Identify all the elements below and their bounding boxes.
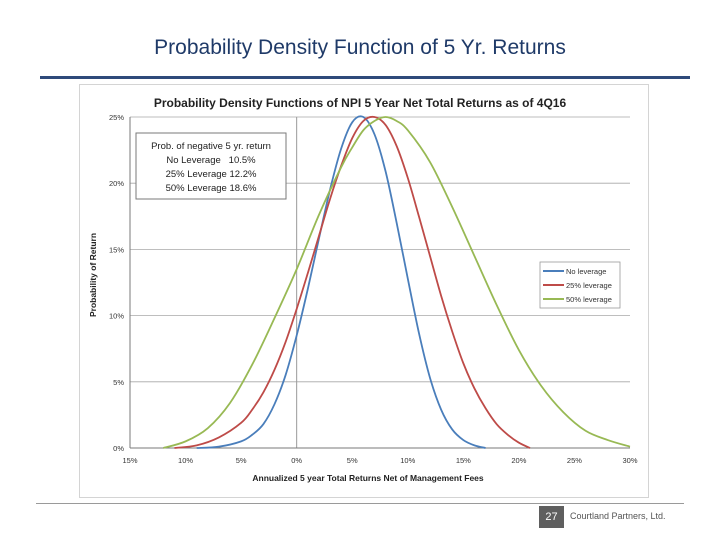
x-tick-label: 0% (291, 456, 302, 465)
y-tick-label: 0% (113, 444, 124, 453)
legend-label-50-leverage: 50% leverage (566, 295, 612, 304)
x-tick-label: 5% (347, 456, 358, 465)
x-tick-label: 15% (122, 456, 137, 465)
chart-frame: 0% 5% 10% 15% 20% 25% 15% 10% 5% 0% 5% 10% 15% 20% 25… (79, 84, 649, 498)
series-line-no-leverage (196, 115, 486, 449)
series-line-25-leverage (174, 115, 531, 449)
chart-title: Probability Density Functions of NPI 5 Y… (154, 96, 567, 110)
y-tick-label: 25% (109, 113, 124, 122)
x-axis-label: Annualized 5 year Total Returns Net of M… (252, 473, 484, 483)
legend-label-25-leverage: 25% leverage (566, 281, 612, 290)
legend-label-no-leverage: No leverage (566, 267, 606, 276)
slide-title: Probability Density Function of 5 Yr. Re… (154, 36, 566, 59)
footer-divider (36, 503, 684, 504)
y-tick-labels: 0% 5% 10% 15% 20% 25% (109, 113, 124, 453)
y-tick-label: 15% (109, 245, 124, 254)
annotation-line-3: 25% Leverage 12.2% (166, 169, 257, 180)
page-number: 27 (539, 506, 564, 528)
x-tick-labels: 15% 10% 5% 0% 5% 10% 15% 20% 25% 30% (122, 456, 637, 465)
series-lines (163, 115, 631, 449)
pdf-chart: 0% 5% 10% 15% 20% 25% 15% 10% 5% 0% 5% 10% 15% 20% 25… (88, 96, 638, 483)
series-line-50-leverage (163, 116, 631, 449)
probability-annotation-box: Prob. of negative 5 yr. return No Levera… (135, 132, 287, 200)
y-tick-label: 20% (109, 179, 124, 188)
annotation-line-4: 50% Leverage 18.6% (166, 183, 257, 194)
x-tick-label: 25% (567, 456, 582, 465)
annotation-line-2: No Leverage 10.5% (166, 155, 256, 166)
x-tick-label: 30% (622, 456, 637, 465)
footer-company: Courtland Partners, Ltd. (570, 511, 666, 521)
annotation-line-1: Prob. of negative 5 yr. return (151, 141, 271, 152)
x-tick-label: 10% (400, 456, 415, 465)
y-tick-label: 5% (113, 378, 124, 387)
x-tick-label: 10% (178, 456, 193, 465)
y-tick-label: 10% (109, 312, 124, 321)
title-underline (40, 76, 690, 79)
chart-legend: No leverage 25% leverage 50% leverage (539, 261, 621, 309)
x-tick-label: 15% (456, 456, 471, 465)
x-tick-label: 5% (236, 456, 247, 465)
x-tick-label: 20% (511, 456, 526, 465)
y-axis-label: Probability of Return (88, 233, 98, 317)
